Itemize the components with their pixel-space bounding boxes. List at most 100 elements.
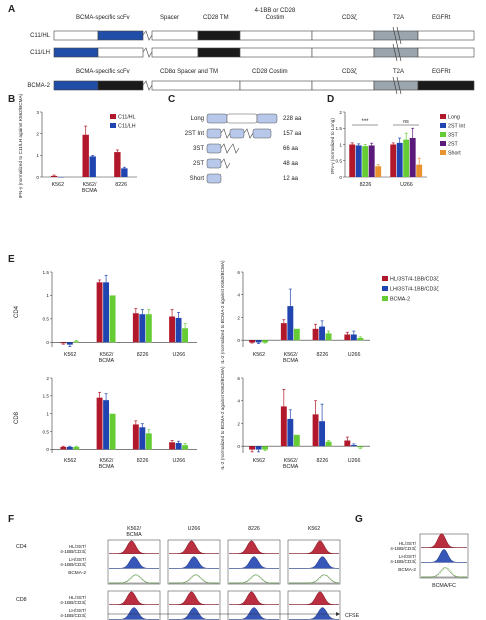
x-tick-label: K562: [52, 182, 64, 188]
y-tick-label: 0.5: [42, 429, 49, 434]
histogram-trace: [169, 540, 219, 554]
g-row-label: HL/3ST/4-1BB/CD3ζ: [390, 541, 416, 552]
y-tick-label: 0: [46, 340, 49, 345]
row-bcma2: BCMA-2: [27, 83, 50, 89]
legend-e: HL/3ST/4-1BB/CD3ζ LH/3ST/4-1BB/CD3ζ BCMA-2: [382, 276, 439, 303]
histogram-trace: [109, 607, 159, 620]
y-axis-label: IL-2 (normalized to BCMA-2 against K562/…: [220, 366, 225, 470]
bar: [416, 164, 423, 177]
bar: [293, 434, 300, 447]
bar: [139, 314, 146, 343]
legend-swatch: [382, 276, 388, 281]
construct-c11hl: [53, 30, 475, 41]
cfse-arrowhead: [336, 612, 340, 616]
legend-label: LH/3ST/4-1BB/CD3ζ: [390, 287, 439, 293]
bar: [66, 342, 73, 345]
histogram-trace: [229, 607, 279, 620]
bar: [350, 334, 357, 341]
y-axis-label: IFN-γ (normalized to C11/LH against K562…: [18, 93, 23, 198]
bar: [409, 138, 416, 177]
bar: [145, 314, 152, 343]
flow-cd4-label: CD4: [16, 544, 27, 550]
legend-label: C11/HL: [118, 115, 136, 121]
label-cd3z: CD3ζ: [342, 15, 357, 21]
histogram-trace: [169, 607, 219, 620]
spacer-name-2stint: 2ST Int: [185, 131, 205, 137]
bar: [262, 446, 269, 450]
y-tick-label: 2: [237, 421, 240, 426]
bar: [390, 144, 397, 177]
y-tick-label: 2: [46, 376, 49, 381]
x-tick-label: U266: [348, 458, 361, 464]
histogram-control: [169, 574, 220, 584]
x-tick-label: K562: [253, 458, 265, 464]
histogram-trace: [289, 607, 340, 620]
bar: [344, 440, 351, 447]
histogram-control: [109, 574, 160, 584]
bar: [319, 326, 326, 341]
bar: [175, 443, 182, 450]
bar: [175, 317, 182, 343]
bar: [109, 413, 116, 450]
flow-row-label: BCMA-2: [68, 570, 86, 575]
bar: [169, 316, 176, 343]
panel-letter-g: G: [355, 514, 363, 525]
legend-label: Long: [448, 115, 460, 121]
histogram-frame: [287, 539, 341, 585]
histogram-trace: [229, 540, 279, 554]
chart-e-cd8-il2: 0 2 4 6 K562 K562/BCMA 8226 U266 IL-2 (normalize…: [220, 366, 370, 470]
chart-e-cd4-il2: 0 2 4 6 K562 K562/BCMA 8226 U266 IL-2 (normalize…: [220, 260, 370, 364]
x-tick-label: K562/BCMA: [99, 458, 115, 470]
y-tick-label: 1: [46, 412, 49, 417]
bar: [287, 306, 294, 341]
bar: [249, 446, 256, 450]
spacer-name-long: Long: [191, 116, 204, 122]
y-tick-label: 1: [339, 142, 342, 147]
spacer-len-long: 228 aa: [283, 116, 302, 122]
panel-f-flow: K562/BCMA U266 8226 K562 CD4 CD8 HL/3ST/4-1BB/…: [16, 526, 360, 620]
bar: [325, 441, 332, 447]
flow-column-label: 8226: [248, 526, 260, 532]
bar: [396, 142, 403, 177]
legend-swatch: [440, 114, 446, 119]
x-tick-label: 8226: [316, 352, 328, 358]
spacer-name-2st: 2ST: [193, 161, 204, 167]
y-tick-label: 0: [36, 175, 39, 180]
bar: [312, 328, 319, 341]
construct-c11lh: [53, 47, 475, 58]
x-tick-label: K562: [64, 458, 76, 464]
bar: [139, 427, 146, 450]
label-bcma2-scfv: BCMA-specific scFv: [76, 69, 130, 75]
spacer-len-short: 12 aa: [283, 176, 299, 182]
histogram-control: [421, 567, 468, 578]
flow-column-label: K562: [308, 526, 320, 532]
x-tick-label: 8226: [115, 182, 127, 188]
histogram-trace: [169, 556, 219, 569]
bar: [82, 134, 89, 177]
g-row-label: BCMA-2: [398, 567, 416, 572]
chart-b-ifng: 0 1 2 3 K562 K562/BCMA 8226 IFN-γ (normalized t…: [18, 93, 137, 198]
spacer-len-2stint: 157 aa: [283, 131, 302, 137]
construct-bcma2: [53, 80, 475, 91]
histogram-control: [229, 574, 280, 584]
bar: [255, 340, 262, 343]
legend-swatch: [382, 286, 388, 291]
bar: [114, 152, 121, 177]
histogram-trace: [421, 549, 467, 563]
x-tick-label: U266: [173, 352, 186, 358]
flow-cd8-label: CD8: [16, 597, 27, 603]
bar: [368, 145, 375, 177]
x-tick-label: K562/BCMA: [283, 458, 299, 470]
y-tick-label: 3: [36, 110, 39, 115]
histogram-trace: [109, 556, 159, 569]
x-tick-label: 8226: [137, 458, 149, 464]
bar: [349, 144, 356, 177]
y-tick-label: 0: [237, 338, 240, 343]
y-axis-label: IFN-γ (normalized to Long): [330, 118, 335, 174]
spacer-len-3st: 66 aa: [283, 146, 299, 152]
legend-label: HL/3ST/4-1BB/CD3ζ: [390, 277, 439, 283]
x-tick-label: 8226: [316, 458, 328, 464]
bar: [249, 340, 256, 343]
histogram-trace: [289, 556, 340, 569]
